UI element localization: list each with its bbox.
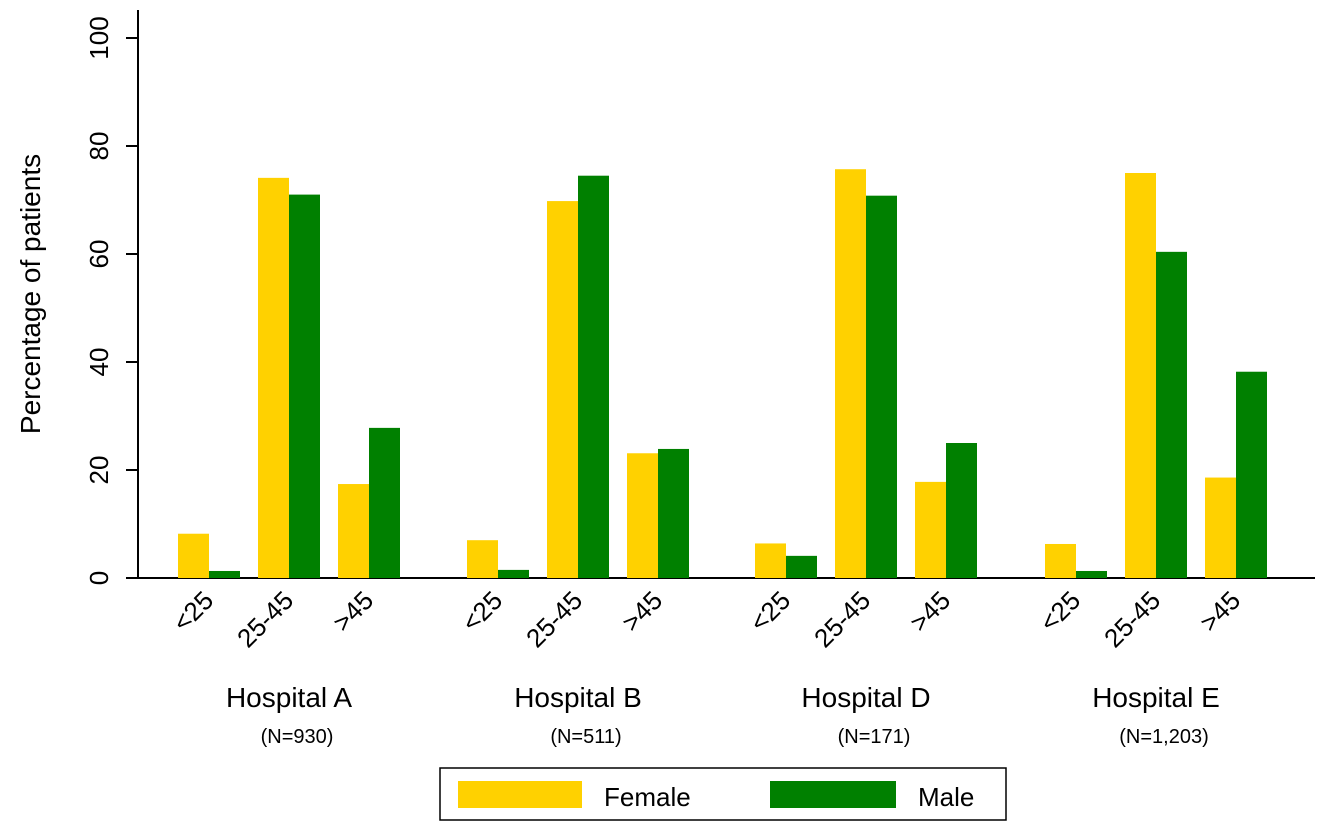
y-ticks: 0 20 40 60 80 100 — [84, 16, 138, 585]
bar-hospital-a-25-45-female — [258, 177, 289, 579]
bar-hospital-a-lt25-female — [178, 533, 209, 578]
y-tick-label: 20 — [84, 456, 114, 485]
y-tick-label: 0 — [84, 571, 114, 585]
y-tick-label: 80 — [84, 132, 114, 161]
bar-hospital-e-lt25-female — [1045, 543, 1076, 578]
bar-hospital-e-gt45-female — [1205, 477, 1236, 578]
x-tick-label: >45 — [904, 585, 956, 637]
group-labels: Hospital A (N=930) Hospital B (N=511) Hospit… — [226, 682, 1220, 748]
bar-hospital-a-gt45-male — [369, 427, 400, 578]
bar-hospital-d-25-45-male — [866, 195, 897, 578]
y-tick-label: 40 — [84, 348, 114, 377]
bar-hospital-e-25-45-female — [1125, 173, 1156, 578]
legend-label-male: Male — [918, 782, 974, 812]
group-n-hospital-a: (N=930) — [261, 726, 334, 748]
group-n-hospital-d: (N=171) — [838, 726, 911, 748]
x-tick-label: >45 — [616, 585, 668, 637]
legend-swatch-female — [458, 781, 582, 808]
group-title-hospital-d: Hospital D — [801, 682, 930, 713]
bar-hospital-b-lt25-male — [498, 569, 529, 578]
group-n-hospital-e: (N=1,203) — [1119, 726, 1209, 748]
bars — [178, 169, 1267, 579]
x-tick-label: <25 — [1034, 585, 1086, 637]
bar-hospital-b-gt45-male — [658, 448, 689, 578]
x-tick-labels: <25 25-45 >45 <25 25-45 >45 <25 25-45 >45 <25 25-4… — [167, 585, 1246, 653]
legend-swatch-male — [770, 781, 896, 808]
x-tick-label: 25-45 — [1098, 585, 1166, 653]
bar-hospital-b-25-45-male — [578, 175, 609, 578]
bar-hospital-a-25-45-male — [289, 194, 320, 578]
y-tick-label: 60 — [84, 240, 114, 269]
x-tick-label: >45 — [1194, 585, 1246, 637]
bar-hospital-b-25-45-female — [547, 201, 578, 578]
x-tick-label: 25-45 — [231, 585, 299, 653]
group-title-hospital-e: Hospital E — [1092, 682, 1220, 713]
x-tick-label: <25 — [744, 585, 796, 637]
bar-hospital-e-gt45-male — [1236, 371, 1267, 578]
bar-hospital-b-lt25-female — [467, 540, 498, 578]
y-axis-label: Percentage of patients — [15, 154, 46, 434]
x-tick-label: >45 — [327, 585, 379, 637]
bar-hospital-a-gt45-female — [338, 484, 369, 578]
bar-hospital-d-lt25-male — [786, 555, 817, 578]
x-tick-label: 25-45 — [808, 585, 876, 653]
group-title-hospital-b: Hospital B — [514, 682, 642, 713]
axes — [137, 10, 1315, 579]
bar-hospital-d-lt25-female — [755, 543, 786, 578]
x-tick-label: <25 — [456, 585, 508, 637]
bar-hospital-d-gt45-female — [915, 481, 946, 578]
x-tick-label: <25 — [167, 585, 219, 637]
legend: Female Male — [439, 767, 1007, 821]
bar-hospital-d-gt45-male — [946, 443, 977, 578]
bar-hospital-d-25-45-female — [835, 169, 866, 578]
group-title-hospital-a: Hospital A — [226, 682, 352, 713]
bar-hospital-e-25-45-male — [1156, 251, 1187, 578]
bar-hospital-a-lt25-male — [209, 570, 240, 578]
bar-hospital-b-gt45-female — [627, 453, 658, 578]
x-tick-label: 25-45 — [520, 585, 588, 653]
y-tick-label: 100 — [84, 16, 114, 59]
group-n-hospital-b: (N=511) — [550, 726, 621, 748]
bar-hospital-e-lt25-male — [1076, 570, 1107, 578]
legend-label-female: Female — [604, 782, 691, 812]
